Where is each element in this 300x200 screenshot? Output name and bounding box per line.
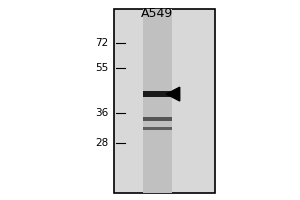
Text: A549: A549: [141, 7, 174, 20]
Bar: [142, 91, 172, 97]
Text: 28: 28: [95, 138, 108, 148]
Polygon shape: [166, 87, 180, 101]
Bar: [142, 117, 172, 121]
Bar: [142, 9, 172, 193]
Text: 36: 36: [95, 108, 108, 118]
Text: 72: 72: [95, 38, 108, 48]
Bar: [142, 127, 172, 130]
Text: 55: 55: [95, 63, 108, 73]
Bar: [114, 9, 215, 193]
